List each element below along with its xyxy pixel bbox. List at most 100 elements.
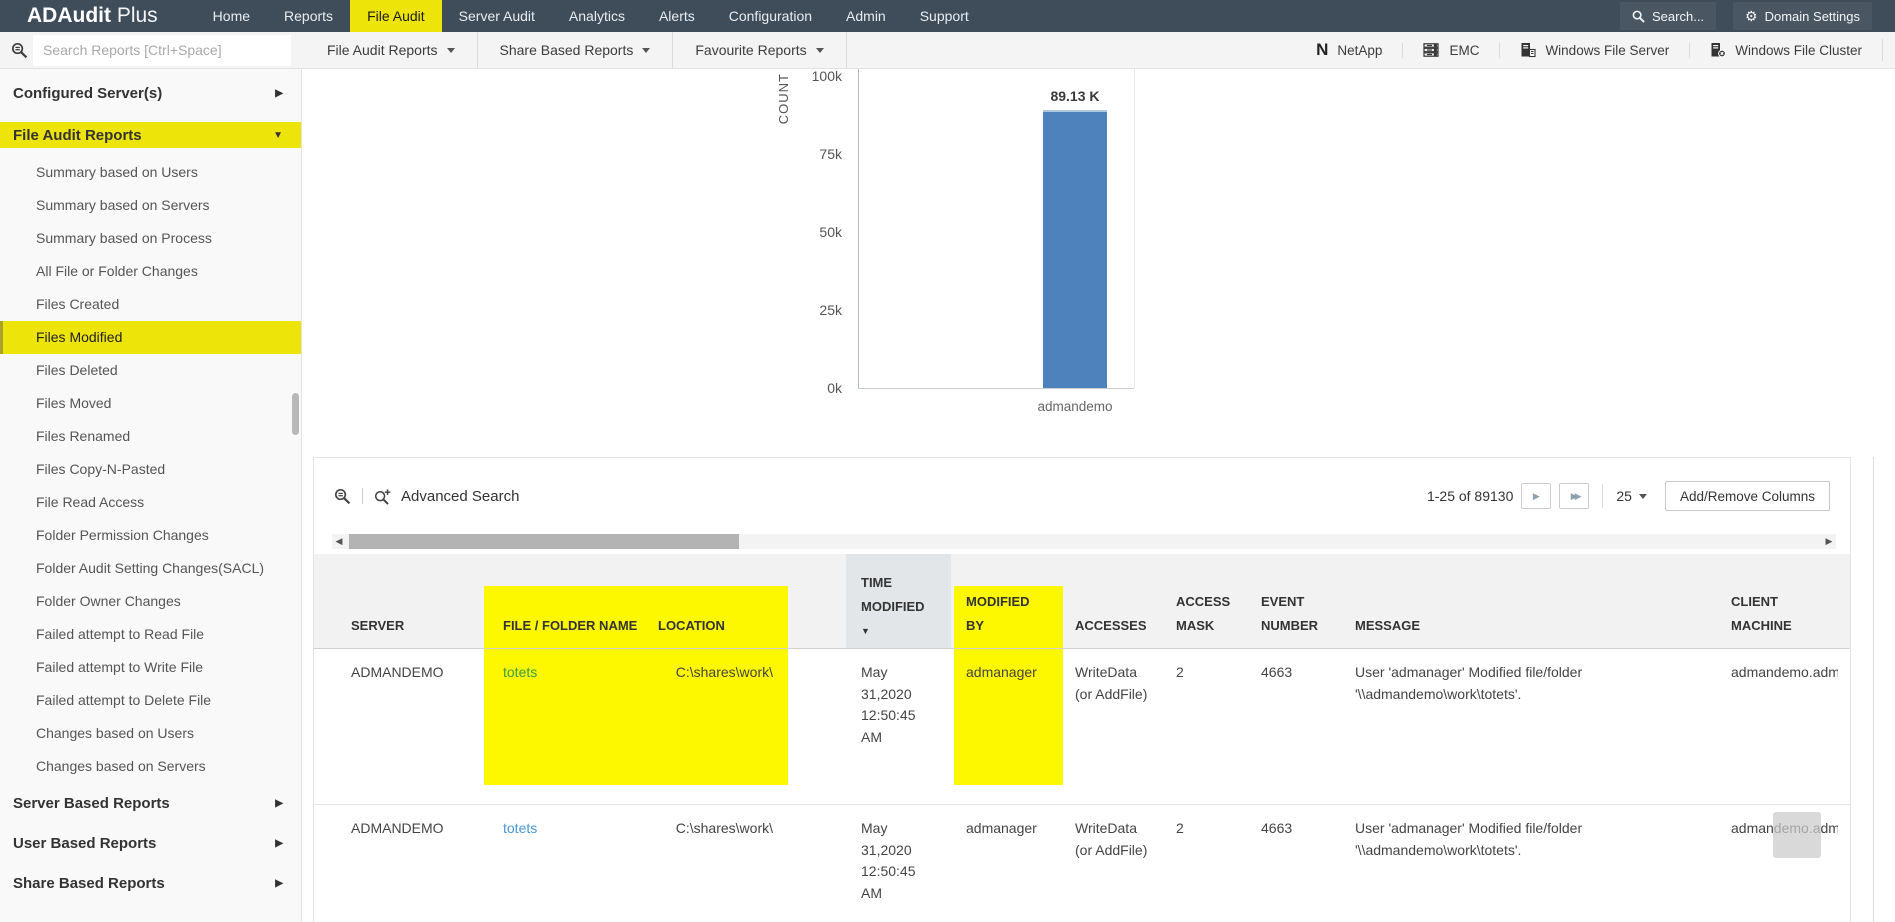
cell-location: C:\shares\work\ [646,805,788,922]
chart-category-label: admandemo [1037,399,1113,414]
platform-emc[interactable]: EMC [1402,42,1499,58]
advanced-search-icon[interactable] [374,488,392,505]
sidebar-item-files-renamed[interactable]: Files Renamed [36,428,131,444]
column-header-label: ACCESS MASK [1176,593,1231,633]
sidebar-item-failed-attempt-to-write-file[interactable]: Failed attempt to Write File [36,659,204,675]
cell-value: admanager [966,820,1037,836]
sidebar-item-files-modified[interactable]: Files Modified [0,321,301,354]
nav-item-configuration[interactable]: Configuration [728,8,813,24]
column-header-time-modified[interactable]: TIME MODIFIED ▼ [846,554,951,648]
table-search-icon[interactable] [334,488,351,505]
file-link[interactable]: totets [503,820,538,836]
nav-item-analytics[interactable]: Analytics [568,8,625,24]
column-header-event-number[interactable]: EVENT NUMBER [1244,590,1336,648]
nav-item-server-audit[interactable]: Server Audit [458,8,535,24]
sidebar-item-summary-based-on-users[interactable]: Summary based on Users [36,164,198,180]
cell-server: ADMANDEMO [314,649,484,804]
sidebar-item-files-created[interactable]: Files Created [36,296,120,312]
sidebar-section-share-based-reports[interactable]: Share Based Reports ▶ [0,863,301,903]
emc-icon [1423,43,1440,57]
column-header-file-folder-name[interactable]: FILE / FOLDER NAME [484,586,646,648]
nav-item-home[interactable]: Home [212,8,251,24]
chart-y-tick: 25k [819,302,842,318]
platform-netapp[interactable]: N NetApp [1296,40,1402,60]
scroll-left-icon[interactable]: ◀ [335,536,343,546]
column-header-modified-by[interactable]: MODIFIED BY [954,586,1063,648]
nav-item-reports[interactable]: Reports [284,8,334,24]
platform-links: N NetApp EMC Windows File Server Windows Fil… [1296,32,1895,69]
dropdown-file-audit-reports[interactable]: File Audit Reports [305,31,478,69]
platform-windows-file-cluster[interactable]: Windows File Cluster [1689,42,1882,58]
page-size-select[interactable]: 25 [1616,488,1647,504]
next-page-button[interactable]: ▶ [1521,483,1552,509]
app-logo-light: Plus [110,4,158,27]
cell-value: totets [503,662,640,684]
column-header-access-mask[interactable]: ACCESS MASK [1159,590,1244,648]
column-header-client-machine[interactable]: CLIENT MACHINE [1689,590,1844,648]
nav-item-alerts[interactable]: Alerts [658,8,695,24]
sidebar-item-file-read-access[interactable]: File Read Access [36,494,145,510]
sidebar-item-folder-audit-setting-changes-sacl[interactable]: Folder Audit Setting Changes(SACL) [36,560,265,576]
sidebar-item-files-deleted[interactable]: Files Deleted [36,362,118,378]
column-header-location[interactable]: LOCATION [646,586,788,648]
column-header-label: SERVER [351,617,405,633]
pager-divider [1602,484,1604,508]
sidebar-item-folder-owner-changes[interactable]: Folder Owner Changes [36,593,181,609]
sidebar-item-summary-based-on-servers[interactable]: Summary based on Servers [36,197,210,213]
domain-settings-button[interactable]: ⚙ Domain Settings [1733,2,1872,30]
sidebar-item-files-copy-n-pasted[interactable]: Files Copy-N-Pasted [36,461,166,477]
sidebar-item-folder-permission-changes[interactable]: Folder Permission Changes [36,527,209,543]
sidebar-item-changes-based-on-servers[interactable]: Changes based on Servers [36,758,206,774]
sidebar-item-files-moved[interactable]: Files Moved [36,395,112,411]
nav-right-group: Search... ⚙ Domain Settings [1620,0,1895,32]
sidebar-section-file-audit-reports[interactable]: File Audit Reports ▼ [0,122,301,148]
sidebar-item-changes-based-on-users[interactable]: Changes based on Users [36,725,194,741]
search-reports-input[interactable] [33,34,291,66]
horizontal-scrollbar[interactable]: ◀ ▶ [332,534,1836,549]
cell-value: User 'admanager' Modified file/folder '\… [1355,664,1583,702]
platform-label-emc: EMC [1449,42,1480,58]
dropdown-share-based-reports[interactable]: Share Based Reports [478,31,674,69]
report-dropdowns: File Audit Reports Share Based Reports Fav… [305,31,847,69]
sidebar-section-configured-server-s[interactable]: Configured Server(s) ▶ [0,73,301,113]
cell-value: WriteData (or AddFile) [1075,820,1148,858]
sidebar-section-server-based-reports[interactable]: Server Based Reports ▶ [0,783,301,823]
chart-bar-admandemo[interactable] [1043,110,1107,388]
table-row: ADMANDEMO totets C:\shares\work\ May 31,202… [314,805,1850,922]
nav-item-support[interactable]: Support [919,8,969,24]
advanced-search-label[interactable]: Advanced Search [401,487,520,505]
sidebar-item-all-file-or-folder-changes[interactable]: All File or Folder Changes [36,263,198,279]
cell-value: ADMANDEMO [351,820,444,836]
sidebar-section-label: Configured Server(s) [13,84,163,102]
gear-icon: ⚙ [1745,8,1758,24]
cell-client_machine: admandemo.adm [1689,805,1844,922]
sidebar-item-failed-attempt-to-read-file[interactable]: Failed attempt to Read File [36,626,205,642]
nav-item-admin[interactable]: Admin [846,8,886,24]
add-remove-columns-button[interactable]: Add/Remove Columns [1664,481,1830,511]
scrollbar-thumb[interactable] [349,534,739,549]
platform-windows-file-server[interactable]: Windows File Server [1499,42,1689,58]
dropdown-favourite-reports[interactable]: Favourite Reports [673,31,847,69]
file-link[interactable]: totets [503,664,538,680]
cell-access_mask: 2 [1159,649,1244,804]
windows-file-server-icon [1520,42,1536,58]
search-button[interactable]: Search... [1620,2,1717,30]
scroll-right-icon[interactable]: ▶ [1825,536,1833,546]
nav-item-file-audit[interactable]: File Audit [350,0,442,32]
sidebar-item-summary-based-on-process[interactable]: Summary based on Process [36,230,212,246]
dropdown-label-file-audit-reports: File Audit Reports [327,42,438,58]
sidebar-scrollbar-thumb[interactable] [292,393,299,435]
last-page-button[interactable]: ▶▶ [1559,483,1590,509]
column-header-accesses[interactable]: ACCESSES [1063,614,1159,648]
cell-file_folder_name: totets [484,805,646,922]
main-menu: Home Reports File Audit Server Audit Analyti… [196,0,986,32]
sort-descending-icon: ▼ [861,626,870,637]
sidebar-section-user-based-reports[interactable]: User Based Reports ▶ [0,823,301,863]
search-icon [1632,10,1645,23]
column-header-server[interactable]: SERVER [314,614,484,648]
table-toolbar: Advanced Search 1-25 of 89130 ▶ ▶▶ 25 Ad… [314,458,1850,534]
report-search-icon[interactable] [11,42,28,59]
cell-message: User 'admanager' Modified file/folder '\… [1336,805,1689,922]
column-header-message[interactable]: MESSAGE [1336,614,1689,648]
sidebar-item-failed-attempt-to-delete-file[interactable]: Failed attempt to Delete File [36,692,212,708]
